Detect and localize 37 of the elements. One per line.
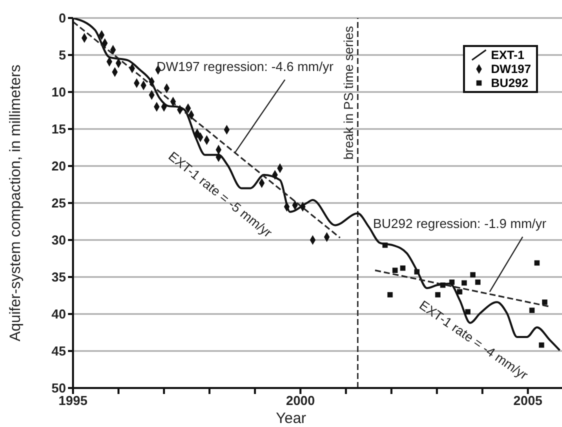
y-axis-title: Aquifer-system compaction, in millimeters — [7, 64, 24, 342]
y-tick-label: 40 — [52, 306, 66, 322]
x-tick-label: 1995 — [58, 393, 88, 408]
y-tick-label: 30 — [52, 232, 66, 248]
y-tick-label: 15 — [52, 122, 66, 137]
x-axis-title: Year — [276, 410, 306, 427]
point — [475, 280, 480, 285]
y-tick-label: 0 — [58, 10, 66, 26]
point — [462, 280, 467, 286]
point — [542, 300, 548, 305]
annotation: BU292 regression: -1.9 mm/yr — [372, 216, 548, 232]
x-tick-label: 2000 — [286, 393, 315, 408]
ref-line-label: break in PS time series — [340, 26, 356, 160]
legend-label: BU292 — [491, 76, 528, 90]
legend-label: EXT-1 — [491, 48, 524, 62]
point — [449, 280, 455, 285]
y-tick-label: 20 — [52, 158, 66, 174]
y-tick-label: 45 — [52, 344, 66, 359]
annotation: DW197 regression: -4.6 mm/yr — [156, 59, 334, 74]
point — [392, 268, 398, 273]
point — [465, 309, 470, 314]
point — [440, 282, 446, 288]
y-tick-label: 50 — [52, 380, 66, 396]
point — [529, 308, 535, 313]
y-tick-label: 10 — [52, 84, 66, 100]
point — [387, 292, 393, 298]
x-tick-label: 2005 — [513, 393, 542, 408]
y-tick-label: 35 — [52, 270, 66, 285]
point — [414, 269, 420, 274]
point — [435, 292, 440, 298]
point — [382, 242, 388, 248]
legend-label: DW197 — [491, 62, 532, 76]
point — [400, 265, 406, 271]
y-tick-label: 25 — [52, 196, 66, 211]
point — [470, 272, 476, 278]
point — [457, 289, 462, 294]
y-tick-label: 5 — [58, 48, 66, 63]
